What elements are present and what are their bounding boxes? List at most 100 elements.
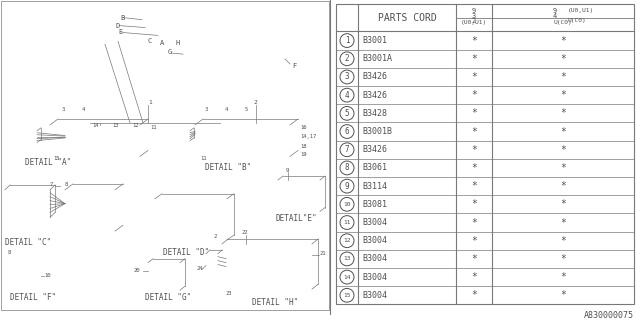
Polygon shape <box>87 105 97 113</box>
Circle shape <box>340 125 354 139</box>
Bar <box>266 130 282 138</box>
Text: 7: 7 <box>345 145 349 154</box>
Text: *: * <box>471 163 477 173</box>
Text: A: A <box>160 40 164 46</box>
Text: 8: 8 <box>345 164 349 172</box>
Text: DETAIL "B": DETAIL "B" <box>205 163 252 172</box>
Text: B3426: B3426 <box>362 91 387 100</box>
Text: 12: 12 <box>343 238 351 243</box>
Polygon shape <box>230 105 240 113</box>
Bar <box>65 190 115 231</box>
Text: DETAIL "F": DETAIL "F" <box>10 292 56 301</box>
Bar <box>69 196 87 205</box>
Text: DETAIL"E": DETAIL"E" <box>275 214 317 223</box>
Text: *: * <box>560 199 566 209</box>
Text: 6: 6 <box>345 127 349 136</box>
Bar <box>307 183 318 194</box>
Bar <box>210 204 222 218</box>
Text: B3426: B3426 <box>362 72 387 82</box>
Bar <box>222 244 312 289</box>
Bar <box>307 196 318 206</box>
Text: 18: 18 <box>300 144 307 149</box>
Circle shape <box>340 52 354 66</box>
Text: *: * <box>471 218 477 228</box>
Polygon shape <box>265 37 300 57</box>
Circle shape <box>340 216 354 229</box>
Bar <box>195 125 290 156</box>
Bar <box>77 130 92 138</box>
Bar <box>228 268 248 281</box>
Text: B: B <box>120 15 124 21</box>
Text: 9: 9 <box>286 168 289 173</box>
Bar <box>1 1 329 310</box>
Text: *: * <box>560 254 566 264</box>
Circle shape <box>340 34 354 47</box>
Text: *: * <box>471 272 477 282</box>
Text: *: * <box>471 126 477 137</box>
Circle shape <box>340 179 354 193</box>
Text: 15: 15 <box>343 293 351 298</box>
Bar <box>257 268 277 281</box>
Text: B3001A: B3001A <box>362 54 392 63</box>
Bar <box>98 130 113 138</box>
Bar <box>119 130 134 138</box>
Text: 7: 7 <box>50 182 53 188</box>
Circle shape <box>340 288 354 302</box>
Text: DETAIL "C": DETAIL "C" <box>5 238 51 247</box>
Bar <box>92 195 112 226</box>
Text: *: * <box>471 90 477 100</box>
Bar <box>23 287 28 291</box>
Bar <box>243 129 261 152</box>
Text: *: * <box>471 54 477 64</box>
Text: 14: 14 <box>92 124 99 128</box>
Text: B3004: B3004 <box>362 291 387 300</box>
Text: 4: 4 <box>553 13 557 19</box>
Text: B3004: B3004 <box>362 273 387 282</box>
Circle shape <box>301 42 311 52</box>
Text: B3081: B3081 <box>362 200 387 209</box>
Bar <box>56 130 71 138</box>
Text: A830000075: A830000075 <box>584 311 634 320</box>
Text: 3: 3 <box>62 107 65 112</box>
Text: *: * <box>560 145 566 155</box>
Bar <box>228 250 248 264</box>
Bar <box>155 199 227 240</box>
Text: 14: 14 <box>343 275 351 280</box>
Bar <box>210 222 222 236</box>
Text: *: * <box>560 272 566 282</box>
Text: 24: 24 <box>197 266 204 271</box>
Text: 2: 2 <box>214 234 217 238</box>
Text: 2: 2 <box>253 100 257 105</box>
Text: 23: 23 <box>226 291 232 296</box>
Text: *: * <box>560 36 566 45</box>
Bar <box>221 129 239 152</box>
Text: 2: 2 <box>345 54 349 63</box>
Polygon shape <box>20 266 41 287</box>
Text: DETAIL "A": DETAIL "A" <box>25 158 71 167</box>
Circle shape <box>141 14 149 22</box>
Text: B3004: B3004 <box>362 254 387 263</box>
Text: H: H <box>176 40 180 46</box>
Text: *: * <box>560 54 566 64</box>
Text: *: * <box>560 72 566 82</box>
Text: *: * <box>471 72 477 82</box>
Text: *: * <box>560 90 566 100</box>
Bar <box>286 250 306 264</box>
Text: *: * <box>471 290 477 300</box>
Polygon shape <box>112 13 300 61</box>
Text: 19: 19 <box>300 152 307 157</box>
Bar <box>76 129 93 152</box>
Bar <box>257 250 277 264</box>
Text: (U0,U1): (U0,U1) <box>461 20 487 25</box>
Circle shape <box>340 161 354 175</box>
Text: *: * <box>471 36 477 45</box>
Bar <box>199 129 217 152</box>
Text: 1: 1 <box>345 36 349 45</box>
Bar <box>195 204 207 218</box>
Text: 14,17: 14,17 <box>300 134 316 139</box>
Bar <box>33 287 38 291</box>
Bar <box>187 37 199 51</box>
Text: 5: 5 <box>345 109 349 118</box>
Text: 9: 9 <box>345 182 349 191</box>
Bar <box>286 268 306 281</box>
